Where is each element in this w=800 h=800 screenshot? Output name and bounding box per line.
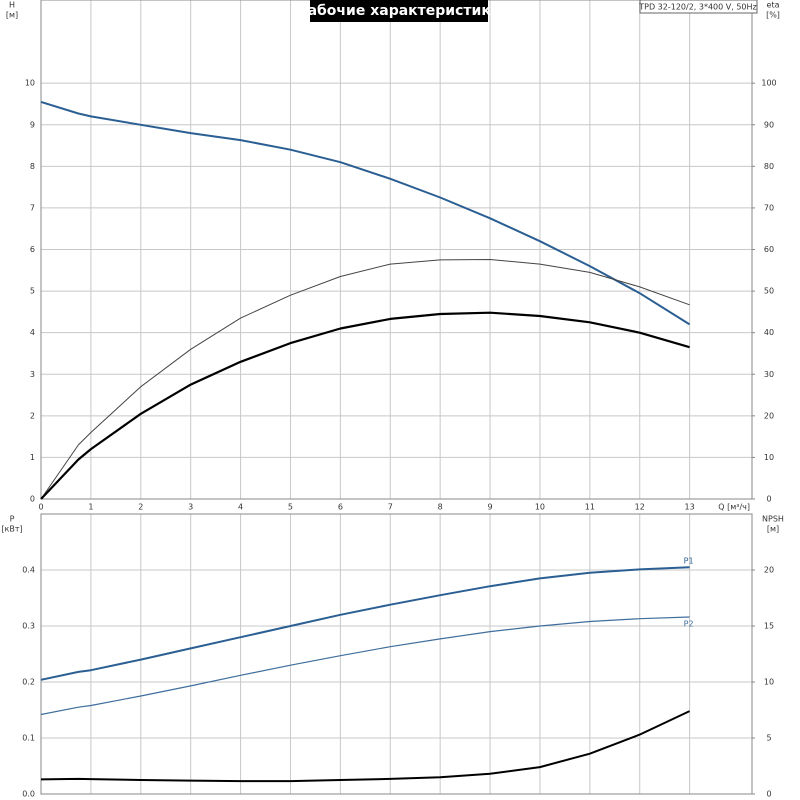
y2-tick-label: 90 [764, 120, 774, 129]
x-axis-label: Q [м³/ч] [718, 503, 750, 512]
curve [40, 566, 690, 681]
y-axis-label: H [9, 1, 15, 10]
y2-axis-unit: [м] [767, 525, 779, 534]
x-tick-label: 2 [138, 503, 143, 512]
y-tick-label: 5 [30, 287, 35, 296]
chart-title: Рабочие характеристики [297, 3, 500, 19]
y2-tick-label: 10 [764, 678, 774, 687]
y2-axis-label: NPSH [762, 515, 784, 524]
y-tick-label: 1 [30, 453, 35, 462]
y2-tick-label: 5 [766, 734, 771, 743]
y-tick-label: 4 [30, 328, 35, 337]
y-tick-label: 0.3 [22, 622, 35, 631]
y-tick-label: 10 [25, 79, 35, 88]
model-label: TPD 32-120/2, 3*400 V, 50Hz [638, 3, 756, 12]
plot-frame [40, 0, 753, 500]
x-tick-label: 0 [38, 503, 43, 512]
y2-tick-label: 30 [764, 370, 774, 379]
y-tick-label: 0.0 [22, 790, 35, 799]
x-tick-label: 13 [685, 503, 695, 512]
y-tick-label: 0.2 [22, 678, 35, 687]
y2-tick-label: 80 [764, 162, 774, 171]
curve [40, 710, 691, 783]
x-tick-label: 1 [88, 503, 93, 512]
y2-tick-label: 0 [766, 495, 771, 504]
x-tick-label: 9 [488, 503, 493, 512]
y2-axis-label: eta [767, 1, 780, 10]
curve [40, 311, 690, 500]
plot: 0.0 0.1 0.2 0.3 0.4 0 5 10 15 20 P[кВт] NPSH[м] P1 P2 [1, 513, 784, 799]
x-tick-label: 8 [438, 503, 443, 512]
curve [40, 616, 690, 716]
y-axis-label: P [10, 515, 15, 524]
y2-tick-label: 15 [764, 622, 774, 631]
y-tick-label: 3 [30, 370, 35, 379]
x-tick-label: 7 [388, 503, 393, 512]
y2-tick-label: 10 [764, 453, 774, 462]
y-tick-label: 9 [30, 120, 35, 129]
y2-tick-label: 40 [764, 328, 774, 337]
x-tick-label: 10 [535, 503, 545, 512]
y-tick-label: 0 [30, 495, 35, 504]
y2-tick-label: 100 [761, 79, 776, 88]
y2-tick-label: 20 [764, 566, 774, 575]
series-label: P2 [684, 620, 694, 629]
y-tick-label: 0.4 [22, 566, 35, 575]
y2-tick-label: 60 [764, 245, 774, 254]
series-label: P1 [684, 557, 694, 566]
y-tick-label: 0.1 [22, 734, 35, 743]
x-tick-label: 11 [585, 503, 595, 512]
curve [40, 259, 690, 500]
y2-tick-label: 0 [766, 790, 771, 799]
y2-tick-label: 50 [764, 287, 774, 296]
x-tick-label: 6 [338, 503, 343, 512]
plots: 0 1 2 3 4 5 6 7 8 9 10 11 12 130123456789100102030405… [1, 0, 784, 799]
y-tick-label: 8 [30, 162, 35, 171]
curve [40, 100, 691, 326]
y-tick-label: 7 [30, 203, 35, 212]
x-tick-label: 4 [238, 503, 243, 512]
y-axis-unit: [кВт] [1, 525, 22, 534]
y-axis-unit: [м] [6, 11, 18, 20]
model-box [639, 0, 758, 14]
plot-frame [40, 513, 753, 795]
y2-axis-unit: [%] [766, 11, 780, 20]
y-tick-label: 6 [30, 245, 35, 254]
y-tick-label: 2 [30, 411, 35, 420]
x-tick-label: 12 [635, 503, 645, 512]
y2-tick-label: 70 [764, 203, 774, 212]
y2-tick-label: 20 [764, 411, 774, 420]
x-tick-label: 3 [188, 503, 193, 512]
title-box [310, 0, 488, 22]
plot: 0 1 2 3 4 5 6 7 8 9 10 11 12 130123456789100102030405… [6, 0, 780, 512]
x-tick-label: 5 [288, 503, 293, 512]
